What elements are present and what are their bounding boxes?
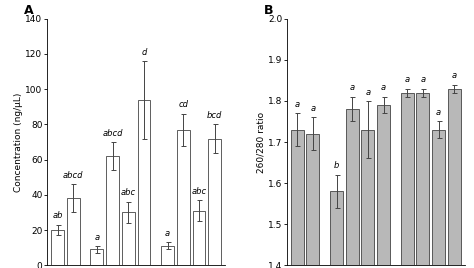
Bar [91,250,103,265]
Bar [401,93,414,268]
Text: abcd: abcd [102,129,123,137]
Bar [106,156,119,265]
Text: a: a [365,88,371,96]
Text: a: a [420,75,426,84]
Text: abcd: abcd [63,171,83,180]
Bar [122,213,135,265]
Text: d: d [141,48,146,57]
Text: a: a [295,100,300,109]
Text: a: a [452,71,457,80]
Y-axis label: Concentration (ng/μL): Concentration (ng/μL) [14,92,22,192]
Bar [432,130,445,268]
Text: cd: cd [178,100,188,109]
Text: abc: abc [121,188,136,198]
Bar [448,89,461,268]
Text: B: B [264,4,273,17]
Text: a: a [381,83,386,92]
Text: a: a [165,229,170,238]
Text: a: a [310,104,316,113]
Bar [362,130,374,268]
Bar [192,211,205,265]
Y-axis label: 260/280 ratio: 260/280 ratio [256,111,265,173]
Bar [177,130,190,265]
Bar [137,100,150,265]
Text: a: a [436,108,441,117]
Bar [208,139,221,265]
Text: a: a [350,83,355,92]
Bar [346,109,359,268]
Text: a: a [405,75,410,84]
Text: a: a [94,233,100,241]
Text: b: b [334,162,339,170]
Bar [417,93,429,268]
Bar [51,230,64,265]
Bar [330,191,343,268]
Bar [67,198,80,265]
Bar [291,130,304,268]
Text: A: A [24,4,34,17]
Text: abc: abc [191,187,207,196]
Bar [307,134,319,268]
Text: ab: ab [52,211,63,220]
Text: bcd: bcd [207,111,222,120]
Bar [161,246,174,265]
Bar [377,105,390,268]
